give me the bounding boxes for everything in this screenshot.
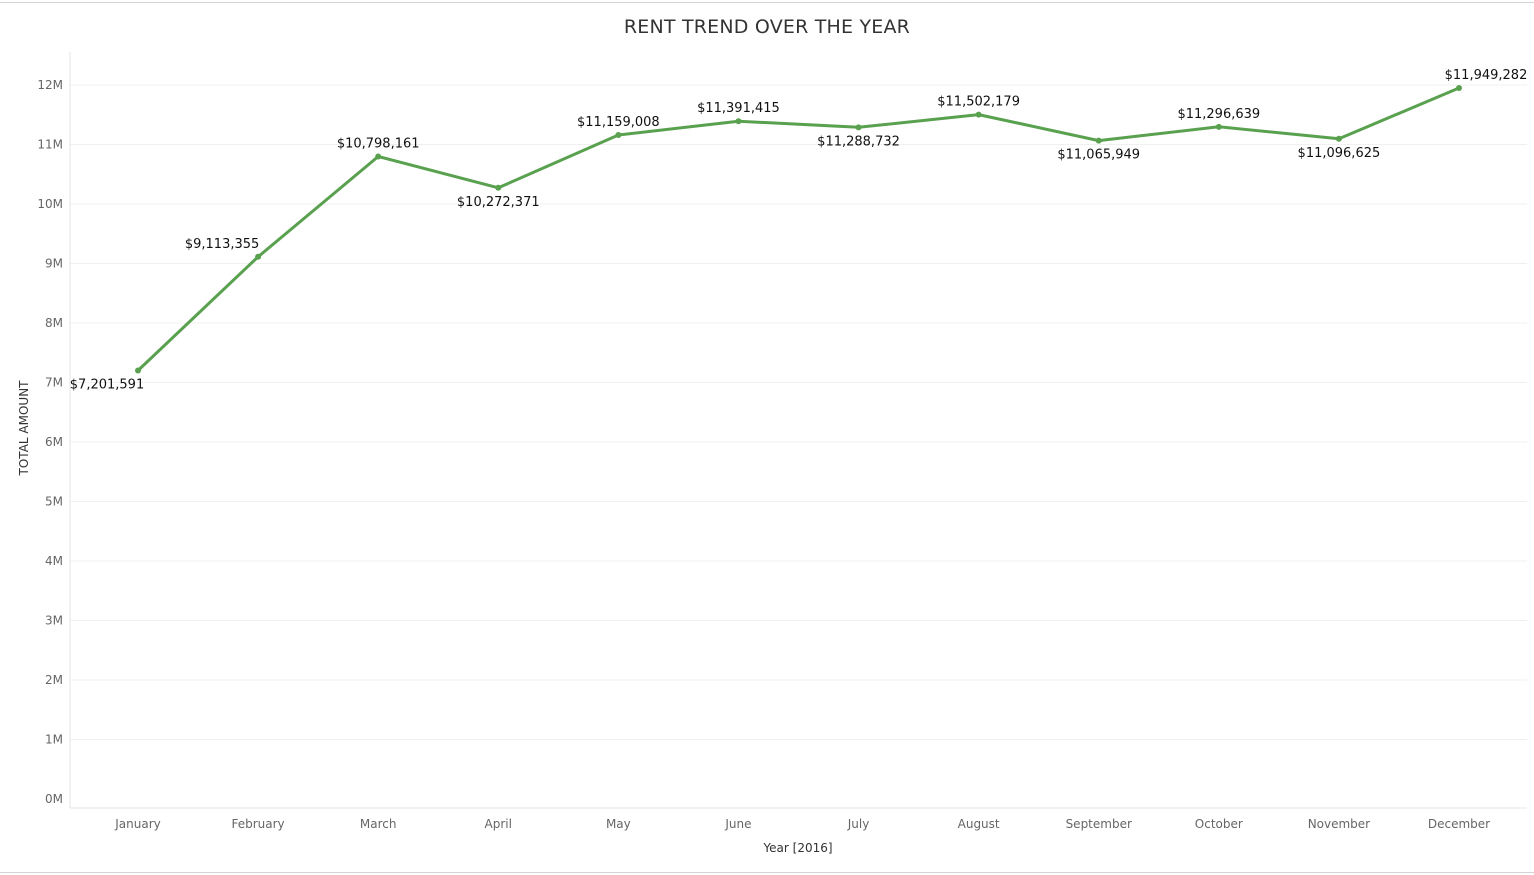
x-tick-label: June [724,817,751,831]
y-tick-label: 4M [45,554,63,568]
data-labels: $7,201,591 $9,113,355 $10,798,161 $10,272,3… [70,68,1528,392]
gridlines [70,84,1527,740]
data-point [1215,123,1222,130]
data-label: $11,065,949 [1057,148,1140,163]
x-tick-label: July [847,817,870,831]
axes [69,52,1527,809]
data-point [375,153,382,160]
data-label: $11,391,415 [697,101,780,116]
data-label: $7,201,591 [70,378,144,393]
y-tick-label: 9M [45,257,63,271]
data-label: $11,949,282 [1445,68,1528,83]
data-label: $11,159,008 [577,115,660,130]
bottom-border [0,872,1534,873]
y-tick-label: 0M [45,792,63,806]
data-point [495,184,502,191]
series-line [136,86,1461,372]
data-label: $10,272,371 [457,195,540,210]
x-tick-label: March [360,817,397,831]
y-tick-label: 11M [37,138,63,152]
x-axis-title: Year [2016] [762,841,832,855]
y-tick-label: 6M [45,435,63,449]
x-tick-label: January [114,817,161,831]
data-label: $11,502,179 [937,95,1020,110]
data-label: $11,288,732 [817,134,900,149]
data-point [135,367,141,374]
x-tick-label: September [1066,817,1132,831]
y-tick-label: 5M [45,495,63,509]
data-points [135,85,1462,374]
data-label: $11,296,639 [1177,107,1260,122]
data-point [735,118,742,125]
data-point [1335,135,1342,142]
x-axis-ticks: January February March April May June July Augu… [114,817,1490,831]
y-tick-label: 1M [45,733,63,747]
y-tick-label: 12M [37,78,63,92]
y-axis-title: TOTAL AMOUNT [17,380,31,477]
x-tick-label: November [1308,817,1370,831]
data-point [615,132,622,139]
top-border [0,2,1534,3]
x-tick-label: April [485,817,512,831]
data-point [1456,85,1462,92]
chart-title: RENT TREND OVER THE YEAR [623,16,911,38]
y-tick-label: 7M [45,376,63,390]
data-point [255,253,262,260]
y-tick-label: 8M [45,316,63,330]
y-tick-label: 3M [45,614,63,628]
data-point [855,124,862,131]
data-label: $9,113,355 [185,237,259,252]
x-tick-label: October [1195,817,1243,831]
x-tick-label: December [1428,817,1490,831]
x-tick-label: May [606,817,631,831]
y-tick-label: 2M [45,673,63,687]
x-tick-label: August [958,817,1000,831]
y-tick-label: 10M [37,197,63,211]
series-line-path [136,86,1461,372]
x-tick-label: February [231,817,284,831]
data-point [975,111,982,118]
y-axis-ticks: 0M 1M 2M 3M 4M 5M 6M 7M 8M 9M 10M 11M 12M [37,78,63,806]
data-point [1095,137,1102,144]
data-label: $10,798,161 [337,137,420,152]
data-label: $11,096,625 [1298,146,1381,161]
